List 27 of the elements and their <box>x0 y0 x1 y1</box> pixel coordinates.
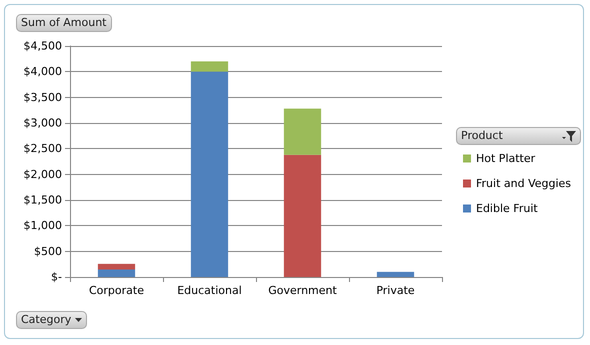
x-tick-label: Educational <box>177 284 242 297</box>
y-tick-label: $4,000 <box>24 65 62 78</box>
x-axis-title: Category <box>21 313 72 327</box>
bar <box>284 154 322 277</box>
y-tick-label: $500 <box>34 244 62 258</box>
y-tick-label: $2,500 <box>24 142 62 156</box>
y-tick-label: $3,500 <box>24 90 62 104</box>
bar <box>284 108 322 155</box>
bar <box>190 61 228 72</box>
y-tick-label: $4,500 <box>24 40 62 52</box>
bar <box>98 270 136 277</box>
bar <box>376 272 414 277</box>
y-tick-label: $1,500 <box>24 194 62 206</box>
x-tick-label: Private <box>376 284 415 297</box>
x-tick-label: Government <box>268 284 338 297</box>
legend-label: Hot Platter <box>476 152 536 165</box>
legend-title: Product <box>461 129 503 143</box>
bar <box>190 72 228 277</box>
y-tick-label: $1,000 <box>24 219 62 232</box>
y-tick-label: $- <box>51 270 62 284</box>
chart-title: Sum of Amount <box>21 16 106 30</box>
legend-label: Edible Fruit <box>476 202 538 215</box>
legend-label: Fruit and Veggies <box>476 177 572 190</box>
x-tick-label: Corporate <box>89 284 144 297</box>
y-tick-label: $3,000 <box>24 116 62 130</box>
y-tick-label: $2,000 <box>24 168 62 181</box>
bar <box>98 264 136 270</box>
